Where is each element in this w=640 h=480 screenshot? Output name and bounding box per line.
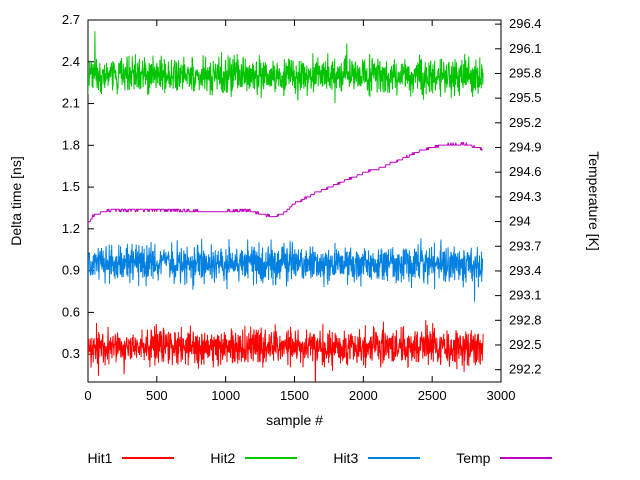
left-tick-label: 0.3 [62,346,80,361]
right-tick-label: 296.4 [509,16,542,31]
series-line-hit2 [88,31,484,104]
legend-label-hit3: Hit3 [333,450,359,466]
right-tick-label: 295.5 [509,90,542,105]
left-tick-label: 2.7 [62,12,80,27]
x-tick-label: 2000 [349,388,378,403]
right-tick-label: 295.8 [509,65,542,80]
series-line-hit3 [88,238,484,302]
legend: Hit1 Hit2 Hit3 Temp [0,450,640,466]
left-tick-label: 2.1 [62,96,80,111]
left-tick-label: 1.8 [62,137,80,152]
x-axis-title: sample # [266,412,323,428]
right-tick-label: 292.8 [509,312,542,327]
series-line-hit1 [88,320,484,382]
legend-line-swatch-temp [500,457,553,459]
legend-item-hit1: Hit1 [88,450,175,466]
legend-label-temp: Temp [456,450,491,466]
legend-label-hit1: Hit1 [87,450,113,466]
x-tick-label: 1500 [280,388,309,403]
right-tick-label: 293.7 [509,238,542,253]
x-tick-label: 3000 [487,388,516,403]
left-tick-label: 0.9 [62,263,80,278]
x-tick-label: 2500 [418,388,447,403]
left-tick-label: 0.6 [62,304,80,319]
left-axis-title: Delta time [ns] [8,156,24,246]
right-tick-label: 296.1 [509,41,542,56]
left-tick-label: 1.2 [62,221,80,236]
right-tick-label: 294.6 [509,164,542,179]
legend-line-swatch-hit2 [245,457,298,459]
right-tick-label: 294 [509,214,531,229]
right-tick-label: 294.9 [509,140,542,155]
right-tick-label: 294.3 [509,189,542,204]
left-tick-label: 1.5 [62,179,80,194]
legend-item-hit3: Hit3 [333,450,421,466]
tick-labels: 0 500 1000 1500 2000 2500 3000 0.3 0.6 0.9 1.2 1.5 1… [62,12,542,403]
right-tick-label: 293.1 [509,288,542,303]
right-tick-label: 292.2 [509,362,542,377]
x-tick-label: 1000 [211,388,240,403]
right-tick-label: 292.5 [509,337,542,352]
legend-label-hit2: Hit2 [210,450,236,466]
legend-item-hit2: Hit2 [210,450,298,466]
left-tick-label: 2.4 [62,54,80,69]
x-tick-label: 0 [84,388,91,403]
right-axis-title: Temperature [K] [586,151,602,251]
axis-ticks [87,19,502,382]
x-tick-label: 500 [146,388,168,403]
right-tick-label: 295.2 [509,115,542,130]
series-lines [88,31,484,382]
legend-item-temp: Temp [456,450,553,466]
series-line-temp [88,142,483,225]
legend-line-swatch-hit1 [122,457,175,459]
legend-line-swatch-hit3 [368,457,421,459]
right-tick-label: 293.4 [509,263,542,278]
